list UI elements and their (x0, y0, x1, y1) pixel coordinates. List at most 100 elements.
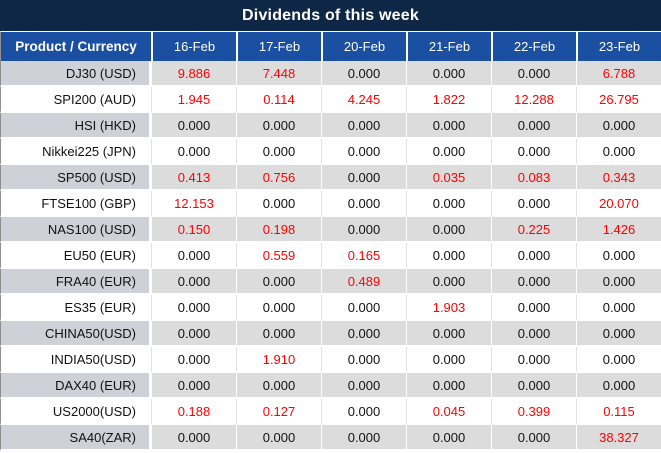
column-header-product: Product / Currency (0, 31, 151, 61)
product-cell: HSI (HKD) (0, 113, 151, 139)
dividend-value-cell: 1.903 (406, 295, 491, 321)
dividend-value-cell: 0.000 (491, 243, 576, 269)
column-header-date: 23-Feb (576, 31, 661, 61)
dividend-value-cell: 0.000 (491, 347, 576, 373)
table-row: SPI200 (AUD) 1.945 0.114 4.245 1.822 12.288 26… (0, 87, 661, 113)
dividend-value-cell: 0.165 (321, 243, 406, 269)
dividend-value-cell: 0.045 (406, 399, 491, 425)
dividend-value-cell: 0.489 (321, 269, 406, 295)
page-title: Dividends of this week (0, 0, 661, 31)
table-row: ES35 (EUR) 0.000 0.000 0.000 1.903 0.000 0.000 (0, 295, 661, 321)
dividend-value-cell: 0.225 (491, 217, 576, 243)
product-cell: Nikkei225 (JPN) (0, 139, 151, 165)
product-cell: FTSE100 (GBP) (0, 191, 151, 217)
table-row: US2000(USD) 0.188 0.127 0.000 0.045 0.399 0.11… (0, 399, 661, 425)
dividend-value-cell: 0.000 (321, 295, 406, 321)
dividend-value-cell: 0.000 (321, 113, 406, 139)
dividend-value-cell: 0.188 (151, 399, 236, 425)
dividend-value-cell: 38.327 (576, 425, 661, 451)
dividend-value-cell: 0.000 (321, 399, 406, 425)
dividend-value-cell: 6.788 (576, 61, 661, 87)
dividend-value-cell: 1.910 (236, 347, 321, 373)
dividend-value-cell: 12.153 (151, 191, 236, 217)
dividend-value-cell: 0.000 (406, 347, 491, 373)
dividend-value-cell: 0.000 (321, 139, 406, 165)
dividend-value-cell: 0.000 (406, 61, 491, 87)
dividend-value-cell: 0.198 (236, 217, 321, 243)
product-cell: SP500 (USD) (0, 165, 151, 191)
dividend-value-cell: 0.000 (321, 165, 406, 191)
dividend-value-cell: 0.000 (576, 295, 661, 321)
dividend-value-cell: 0.000 (236, 373, 321, 399)
dividend-value-cell: 0.343 (576, 165, 661, 191)
table-row: HSI (HKD) 0.000 0.000 0.000 0.000 0.000 0.000 (0, 113, 661, 139)
dividend-value-cell: 0.000 (491, 61, 576, 87)
dividend-value-cell: 0.000 (491, 139, 576, 165)
header-row: Product / Currency 16-Feb 17-Feb 20-Feb 21-… (0, 31, 661, 61)
dividend-value-cell: 0.000 (406, 373, 491, 399)
dividend-value-cell: 0.000 (151, 425, 236, 451)
dividend-value-cell: 0.000 (491, 191, 576, 217)
table-row: DAX40 (EUR) 0.000 0.000 0.000 0.000 0.000 0.00… (0, 373, 661, 399)
table-row: SA40(ZAR) 0.000 0.000 0.000 0.000 0.000 38.327 (0, 425, 661, 451)
dividend-value-cell: 1.822 (406, 87, 491, 113)
dividend-value-cell: 0.000 (151, 321, 236, 347)
dividend-value-cell: 0.000 (321, 373, 406, 399)
table-row: SP500 (USD) 0.413 0.756 0.000 0.035 0.083 0.34… (0, 165, 661, 191)
dividend-value-cell: 0.000 (576, 347, 661, 373)
product-cell: EU50 (EUR) (0, 243, 151, 269)
dividend-value-cell: 1.426 (576, 217, 661, 243)
dividend-value-cell: 0.000 (491, 373, 576, 399)
dividend-value-cell: 0.000 (151, 139, 236, 165)
dividend-value-cell: 0.000 (236, 191, 321, 217)
dividends-table: Product / Currency 16-Feb 17-Feb 20-Feb 21-… (0, 31, 661, 451)
dividend-value-cell: 0.000 (576, 243, 661, 269)
product-cell: CHINA50(USD) (0, 321, 151, 347)
dividend-value-cell: 0.000 (406, 269, 491, 295)
product-cell: US2000(USD) (0, 399, 151, 425)
dividend-value-cell: 0.000 (406, 191, 491, 217)
dividend-value-cell: 4.245 (321, 87, 406, 113)
product-cell: FRA40 (EUR) (0, 269, 151, 295)
product-cell: SPI200 (AUD) (0, 87, 151, 113)
dividend-value-cell: 0.000 (151, 113, 236, 139)
dividend-value-cell: 26.795 (576, 87, 661, 113)
product-cell: NAS100 (USD) (0, 217, 151, 243)
dividend-value-cell: 1.945 (151, 87, 236, 113)
table-row: Nikkei225 (JPN) 0.000 0.000 0.000 0.000 0.000… (0, 139, 661, 165)
dividend-value-cell: 0.000 (236, 269, 321, 295)
dividend-value-cell: 0.000 (576, 321, 661, 347)
dividend-value-cell: 0.000 (406, 113, 491, 139)
dividend-value-cell: 0.000 (491, 425, 576, 451)
dividend-value-cell: 0.000 (321, 321, 406, 347)
dividend-value-cell: 0.000 (151, 347, 236, 373)
table-row: DJ30 (USD) 9.886 7.448 0.000 0.000 0.000 6.788 (0, 61, 661, 87)
dividend-value-cell: 0.000 (406, 321, 491, 347)
column-header-date: 22-Feb (491, 31, 576, 61)
dividend-value-cell: 0.000 (236, 295, 321, 321)
dividend-value-cell: 0.000 (406, 243, 491, 269)
column-header-date: 17-Feb (236, 31, 321, 61)
table-body: DJ30 (USD) 9.886 7.448 0.000 0.000 0.000 6.788… (0, 61, 661, 451)
column-header-date: 20-Feb (321, 31, 406, 61)
dividend-value-cell: 0.000 (321, 347, 406, 373)
product-cell: DJ30 (USD) (0, 61, 151, 87)
dividend-value-cell: 0.000 (576, 373, 661, 399)
dividend-value-cell: 0.000 (576, 139, 661, 165)
product-cell: SA40(ZAR) (0, 425, 151, 451)
table-row: NAS100 (USD) 0.150 0.198 0.000 0.000 0.225 1.4… (0, 217, 661, 243)
dividend-value-cell: 0.000 (491, 295, 576, 321)
dividend-value-cell: 0.000 (491, 113, 576, 139)
dividend-value-cell: 0.000 (406, 425, 491, 451)
dividend-value-cell: 0.150 (151, 217, 236, 243)
column-header-date: 21-Feb (406, 31, 491, 61)
dividend-value-cell: 0.000 (406, 217, 491, 243)
dividend-value-cell: 0.399 (491, 399, 576, 425)
column-header-date: 16-Feb (151, 31, 236, 61)
dividend-value-cell: 0.000 (491, 321, 576, 347)
dividend-value-cell: 0.000 (151, 243, 236, 269)
dividend-value-cell: 0.000 (151, 373, 236, 399)
dividend-value-cell: 0.000 (576, 269, 661, 295)
dividend-value-cell: 0.000 (236, 425, 321, 451)
